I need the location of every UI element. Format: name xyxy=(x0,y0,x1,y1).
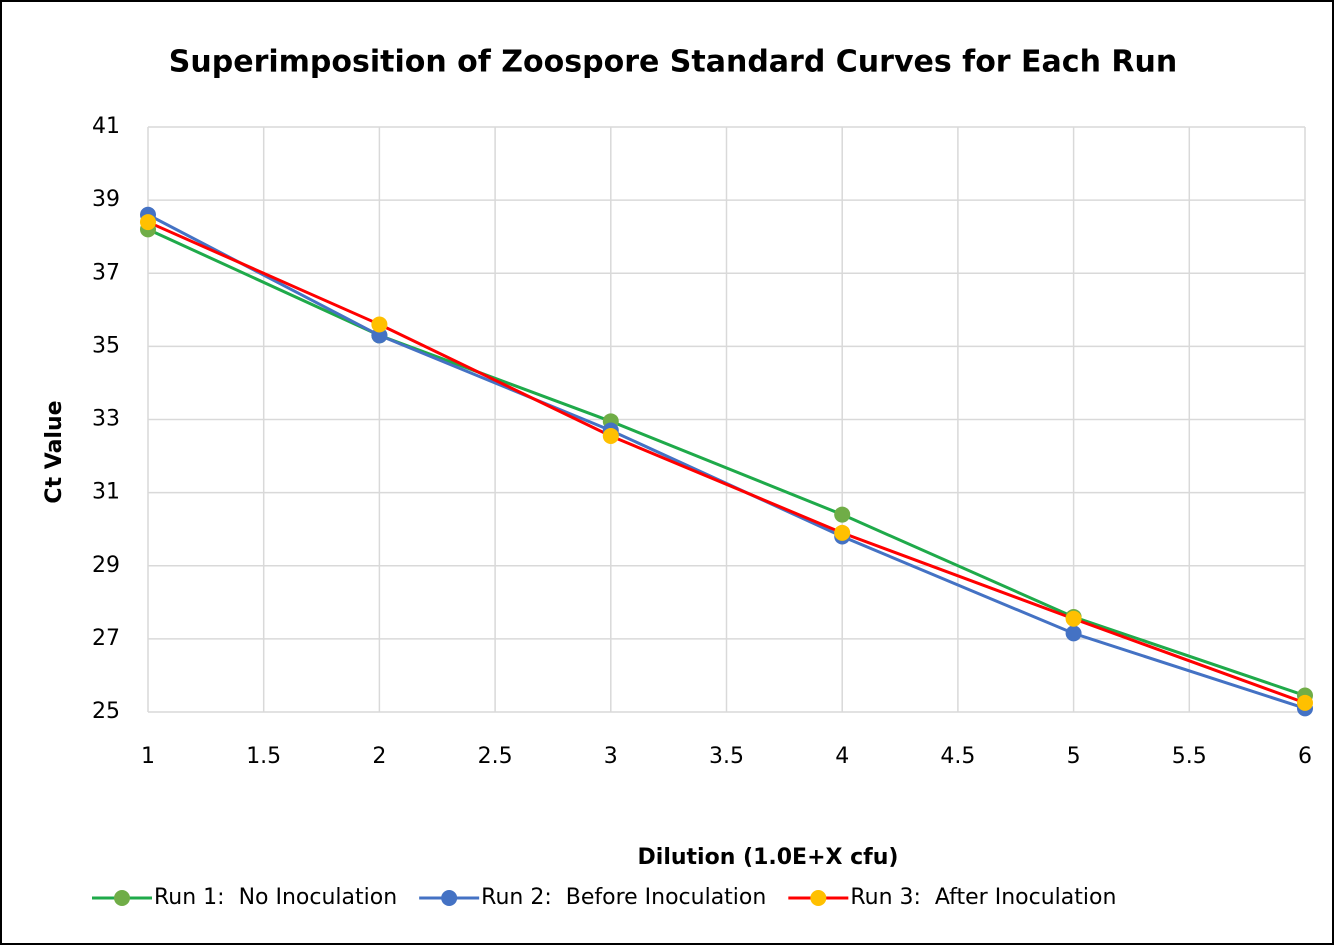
y-tick-label: 39 xyxy=(92,187,120,212)
x-tick-label: 5 xyxy=(1067,744,1081,769)
marker xyxy=(140,214,156,231)
x-tick-label: 1.5 xyxy=(246,744,281,769)
legend-marker xyxy=(441,890,458,906)
y-tick-label: 29 xyxy=(92,553,120,578)
legend-marker xyxy=(810,890,827,906)
marker xyxy=(371,316,388,333)
line xyxy=(147,228,1306,697)
marker xyxy=(1065,625,1082,642)
y-tick-label: 37 xyxy=(92,260,120,285)
legend-label: Run 3: After Inoculation xyxy=(850,885,1116,910)
y-tick-label: 31 xyxy=(92,480,120,505)
x-tick-label: 3.5 xyxy=(709,744,744,769)
x-tick-label: 4.5 xyxy=(940,744,975,769)
y-tick-label: 25 xyxy=(92,699,120,724)
legend-marker xyxy=(114,890,130,906)
x-tick-label: 3 xyxy=(604,744,618,769)
x-tick-label: 4 xyxy=(835,744,849,769)
y-tick-label: 27 xyxy=(92,626,120,651)
marker xyxy=(1297,694,1313,711)
marker xyxy=(834,506,851,523)
x-tick-label: 1 xyxy=(141,744,155,769)
marker xyxy=(1065,610,1082,627)
marker xyxy=(371,327,388,344)
y-tick-label: 33 xyxy=(92,407,120,432)
line xyxy=(147,220,1306,705)
x-tick-label: 2 xyxy=(372,744,386,769)
legend-label: Run 2: Before Inoculation xyxy=(481,885,766,910)
marker xyxy=(834,524,851,541)
y-tick-label: 35 xyxy=(92,333,120,358)
y-axis-title: Ct Value xyxy=(42,400,67,503)
x-tick-label: 6 xyxy=(1298,744,1312,769)
marker xyxy=(602,427,619,444)
chart-title: Superimposition of Zoospore Standard Cur… xyxy=(169,45,1177,80)
y-tick-label: 41 xyxy=(92,114,120,139)
x-tick-label: 2.5 xyxy=(478,744,513,769)
x-tick-label: 5.5 xyxy=(1172,744,1207,769)
x-axis-title: Dilution (1.0E+X cfu) xyxy=(638,845,899,870)
legend-label: Run 1: No Inoculation xyxy=(154,885,397,910)
